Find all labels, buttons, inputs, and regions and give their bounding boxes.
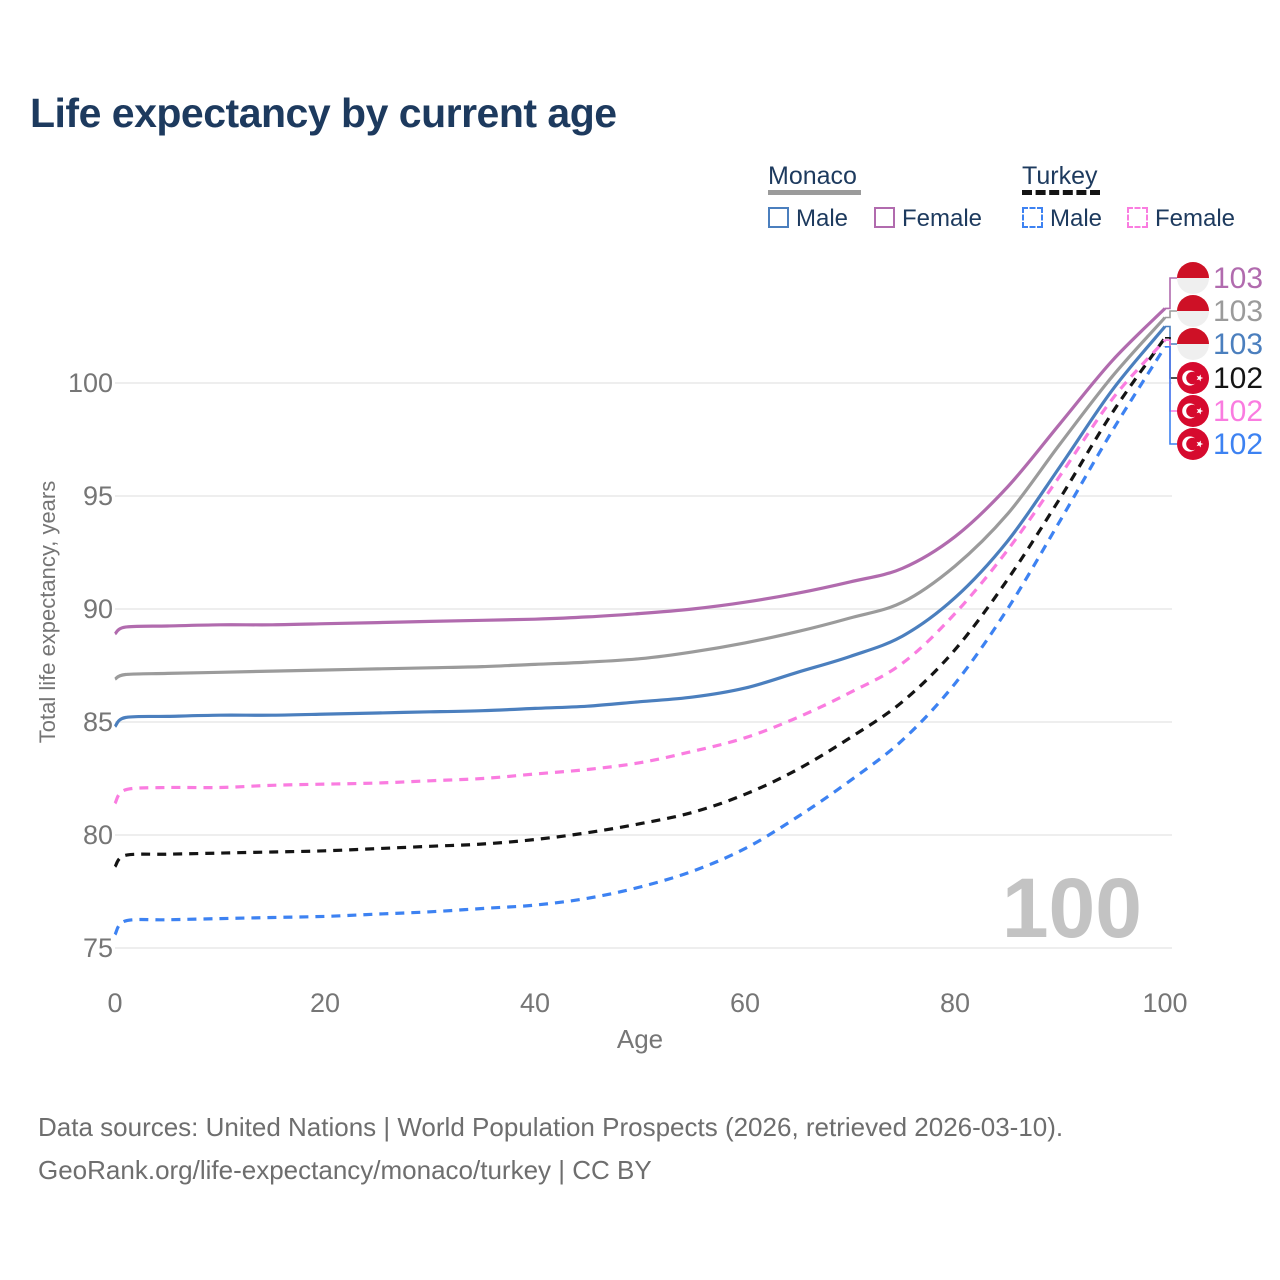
x-tick-label: 40 bbox=[520, 988, 550, 1018]
page-title: Life expectancy by current age bbox=[30, 90, 617, 136]
end-label-leader bbox=[1165, 310, 1177, 319]
series-line-monaco-male bbox=[113, 325, 1167, 728]
end-label-value: 103 bbox=[1213, 295, 1263, 328]
end-label-leader bbox=[1165, 325, 1177, 345]
end-label-leader bbox=[1165, 346, 1177, 445]
series-line-turkey-male bbox=[113, 345, 1167, 936]
turkey-flag-icon bbox=[1186, 437, 1199, 451]
turkey-flag-icon bbox=[1196, 407, 1204, 415]
x-tick-label: 20 bbox=[310, 988, 340, 1018]
legend-swatch-monaco-female[interactable] bbox=[874, 207, 895, 228]
attribution-line: GeoRank.org/life-expectancy/monaco/turke… bbox=[38, 1155, 652, 1185]
legend-swatch-monaco-male[interactable] bbox=[768, 207, 789, 228]
legend-label-turkey-female[interactable]: Female bbox=[1155, 205, 1236, 232]
legend-swatch-turkey-female[interactable] bbox=[1127, 207, 1148, 228]
legend-turkey-combined-line-swatch bbox=[1022, 190, 1100, 195]
data-sources-line: Data sources: United Nations | World Pop… bbox=[38, 1112, 1064, 1142]
legend-label-monaco-male[interactable]: Male bbox=[796, 205, 849, 232]
x-tick-label: 80 bbox=[940, 988, 970, 1018]
monaco-flag-icon bbox=[1177, 328, 1209, 344]
legend-swatch-turkey-male[interactable] bbox=[1022, 207, 1043, 228]
series-line-monaco-female bbox=[113, 307, 1167, 636]
end-label-value: 103 bbox=[1213, 262, 1263, 295]
end-label-value: 103 bbox=[1213, 328, 1263, 361]
monaco-flag-icon bbox=[1177, 262, 1209, 278]
end-label-leader bbox=[1165, 339, 1177, 412]
series-line-monaco-combined bbox=[114, 316, 1167, 681]
end-label-leader bbox=[1165, 277, 1177, 310]
x-tick-label: 60 bbox=[730, 988, 760, 1018]
end-label-value: 102 bbox=[1213, 428, 1263, 461]
monaco-flag-icon bbox=[1177, 295, 1209, 311]
y-tick-label: 75 bbox=[83, 933, 113, 963]
y-axis-title: Total life expectancy, years bbox=[35, 480, 60, 744]
x-tick-label: 0 bbox=[107, 988, 122, 1018]
x-tick-label: 100 bbox=[1142, 988, 1187, 1018]
y-tick-label: 95 bbox=[83, 481, 113, 511]
y-tick-label: 90 bbox=[83, 594, 113, 624]
legend-country-monaco: Monaco bbox=[768, 162, 857, 190]
turkey-flag-icon bbox=[1186, 371, 1199, 385]
turkey-flag-icon bbox=[1186, 404, 1199, 418]
y-tick-label: 100 bbox=[68, 368, 113, 398]
end-label-value: 102 bbox=[1213, 362, 1263, 395]
legend-label-monaco-female[interactable]: Female bbox=[902, 205, 983, 232]
legend-label-turkey-male[interactable]: Male bbox=[1050, 205, 1103, 232]
y-tick-label: 85 bbox=[83, 707, 113, 737]
series-line-turkey-combined bbox=[113, 336, 1167, 868]
age-watermark: 100 bbox=[1001, 861, 1142, 955]
series-line-turkey-female bbox=[113, 339, 1167, 805]
turkey-flag-icon bbox=[1196, 374, 1204, 382]
footer: Data sources: United Nations | World Pop… bbox=[38, 1106, 1063, 1192]
y-tick-label: 80 bbox=[83, 820, 113, 850]
end-label-value: 102 bbox=[1213, 395, 1263, 428]
legend-monaco-combined-line-swatch bbox=[768, 190, 861, 195]
x-axis-title: Age bbox=[617, 1024, 663, 1054]
turkey-flag-icon bbox=[1196, 440, 1204, 448]
legend-country-turkey: Turkey bbox=[1022, 162, 1098, 190]
